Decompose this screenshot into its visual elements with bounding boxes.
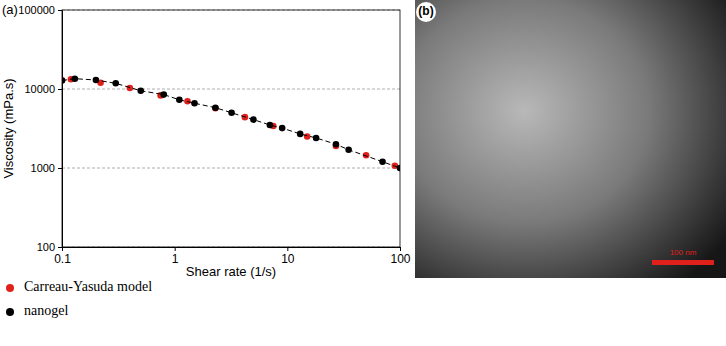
data-point bbox=[112, 80, 119, 87]
series bbox=[62, 75, 400, 171]
y-tick: 100 bbox=[37, 241, 62, 253]
data-point bbox=[212, 105, 219, 112]
data-point bbox=[212, 104, 219, 111]
legend-marker bbox=[6, 284, 14, 292]
x-tick-mark bbox=[287, 247, 288, 251]
x-tick: 0.1 bbox=[54, 247, 71, 266]
legend-label: Carreau-Yasuda model bbox=[24, 279, 152, 294]
x-tick-mark bbox=[175, 247, 176, 251]
data-point bbox=[228, 109, 235, 116]
x-tick-label: 100 bbox=[390, 252, 410, 266]
data-point bbox=[279, 125, 286, 132]
series bbox=[62, 76, 398, 169]
y-tick-mark bbox=[58, 10, 62, 11]
data-point bbox=[72, 75, 79, 82]
series-line bbox=[62, 79, 400, 168]
x-tick: 10 bbox=[281, 247, 295, 266]
grid-line bbox=[62, 89, 400, 90]
x-axis-title: Shear rate (1/s) bbox=[186, 264, 276, 279]
data-point bbox=[250, 116, 257, 123]
data-point bbox=[345, 146, 352, 153]
data-point bbox=[333, 141, 340, 148]
data-point bbox=[313, 135, 320, 142]
plot-area bbox=[62, 75, 400, 171]
grid bbox=[62, 10, 400, 247]
x-tick: 100 bbox=[390, 247, 410, 266]
scale-bar bbox=[652, 260, 714, 265]
y-axis-line bbox=[62, 11, 63, 248]
grid-line bbox=[62, 168, 400, 169]
micrograph bbox=[415, 0, 726, 278]
legend: Carreau-Yasuda model nanogel bbox=[6, 279, 152, 318]
y-tick-label: 10000 bbox=[24, 83, 55, 95]
x-axis-line bbox=[63, 247, 401, 248]
y-tick-mark bbox=[58, 168, 62, 169]
x-tick-label: 1 bbox=[172, 252, 179, 266]
y-tick: 100000 bbox=[18, 4, 62, 16]
y-tick: 1000 bbox=[31, 162, 62, 174]
plot-frame bbox=[62, 10, 400, 247]
data-point bbox=[127, 85, 134, 92]
data-point bbox=[191, 100, 198, 107]
x-axis: 0.1 1 10 100 bbox=[54, 247, 411, 266]
data-point bbox=[304, 133, 311, 140]
x-tick-mark bbox=[62, 247, 63, 251]
y-tick-mark bbox=[58, 89, 62, 90]
data-point bbox=[137, 87, 144, 94]
data-point bbox=[267, 122, 274, 129]
data-point bbox=[397, 165, 400, 172]
y-axis: 100 1000 10000 100000 bbox=[18, 4, 62, 253]
y-tick-mark bbox=[58, 247, 62, 248]
data-point bbox=[160, 91, 167, 98]
data-point bbox=[379, 158, 386, 165]
panel-label: (b) bbox=[418, 4, 433, 18]
y-axis-title: Viscosity (mPa.s) bbox=[1, 78, 16, 178]
x-tick-mark bbox=[400, 247, 401, 251]
panel-label: (a) bbox=[2, 2, 18, 17]
scale-bar-label: 100 nm bbox=[670, 248, 697, 257]
data-point bbox=[62, 77, 65, 84]
data-point bbox=[62, 77, 65, 84]
y-tick-label: 1000 bbox=[31, 162, 55, 174]
x-tick: 1 bbox=[172, 247, 179, 266]
y-tick-label: 100 bbox=[37, 241, 55, 253]
y-tick: 10000 bbox=[24, 83, 62, 95]
panel-label-badge bbox=[416, 2, 436, 22]
data-point bbox=[176, 96, 183, 103]
y-tick-label: 100000 bbox=[18, 4, 55, 16]
data-point bbox=[93, 77, 100, 84]
data-point bbox=[297, 131, 304, 138]
legend-marker bbox=[6, 308, 14, 316]
x-tick-label: 10 bbox=[281, 252, 295, 266]
legend-label: nanogel bbox=[24, 303, 68, 318]
x-tick-label: 0.1 bbox=[54, 252, 71, 266]
